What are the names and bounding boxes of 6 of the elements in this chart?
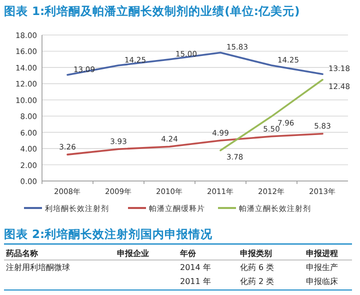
text: 注射用利培酮微球 2014 年 化药 6 类 申报生产 <box>6 263 338 272</box>
line-series <box>66 52 324 76</box>
text: 图表 2:利培酮长效注射剂国内申报情况 <box>4 227 214 241</box>
text: 药品名称 申报企业 年份 申报类别 申报进程 <box>6 249 338 258</box>
text: 2011 年 化药 2 类 申报临床 <box>180 277 338 286</box>
chart-title: 图表 1:利培酮及帕潘立酮长效制剂的业绩(单位:亿美元) <box>4 4 300 18</box>
